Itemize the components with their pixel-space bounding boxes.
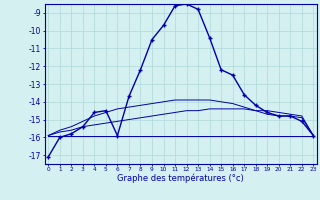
X-axis label: Graphe des températures (°c): Graphe des températures (°c) bbox=[117, 174, 244, 183]
